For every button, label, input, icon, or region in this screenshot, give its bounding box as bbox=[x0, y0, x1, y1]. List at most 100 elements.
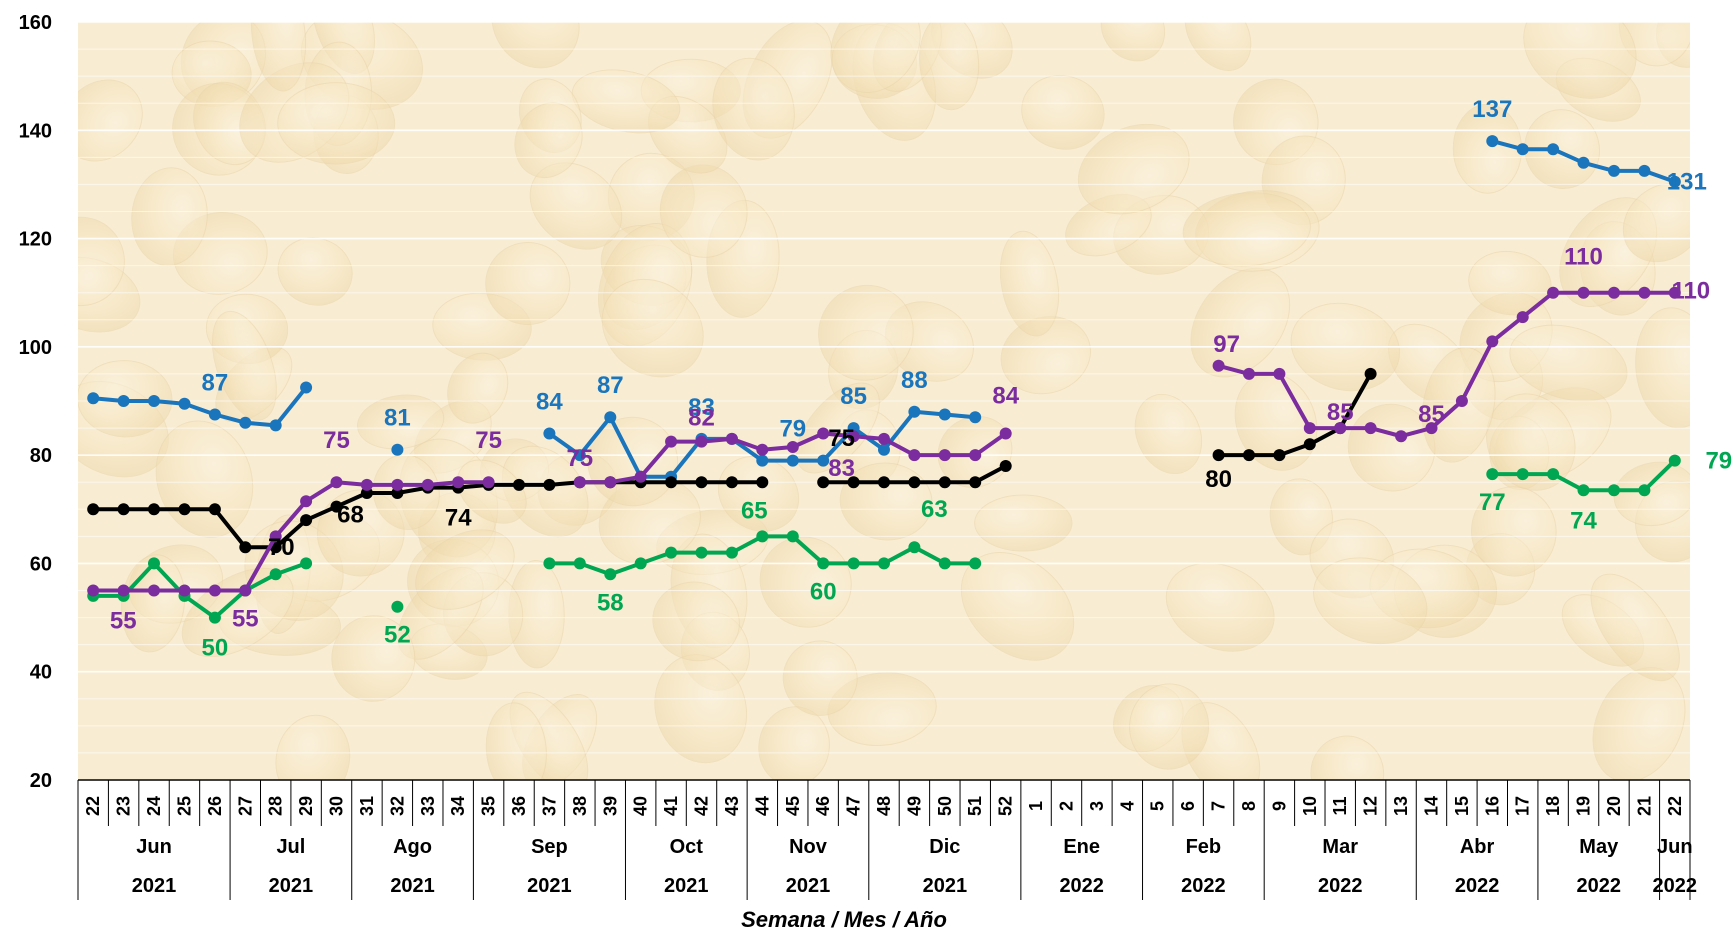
data-label: 97 bbox=[1213, 331, 1240, 358]
data-point bbox=[878, 443, 890, 456]
data-point bbox=[1608, 484, 1620, 497]
x-tick-week: 29 bbox=[296, 796, 316, 816]
data-point bbox=[1212, 449, 1225, 462]
data-point bbox=[1668, 454, 1681, 467]
data-label: 60 bbox=[810, 578, 837, 605]
data-point bbox=[847, 557, 860, 570]
x-tick-week: 5 bbox=[1148, 801, 1168, 811]
x-tick-week: 47 bbox=[844, 796, 864, 816]
corn-kernel bbox=[447, 352, 509, 424]
data-point bbox=[148, 584, 160, 597]
x-year-label: 2022 bbox=[1577, 875, 1622, 897]
data-point bbox=[543, 478, 556, 491]
data-point bbox=[604, 411, 617, 424]
data-point bbox=[1334, 422, 1347, 435]
data-point bbox=[786, 441, 799, 453]
x-month-label: Dic bbox=[929, 836, 960, 858]
data-point bbox=[239, 416, 252, 429]
data-point bbox=[330, 500, 343, 513]
x-tick-week: 22 bbox=[83, 796, 103, 816]
data-point bbox=[269, 568, 282, 581]
data-point bbox=[756, 530, 769, 543]
data-point bbox=[725, 476, 738, 489]
data-point bbox=[817, 427, 830, 440]
x-tick-week: 26 bbox=[205, 796, 225, 816]
x-axis: 22 23 24 25 26 27 28 29 30 31 32 33 34 35 36 37 38 39 40 41… bbox=[77, 779, 1698, 900]
data-point bbox=[908, 405, 921, 418]
data-point bbox=[300, 495, 313, 508]
top-mask bbox=[0, 0, 1734, 22]
x-year-label: 2022 bbox=[1181, 875, 1226, 897]
data-label: 52 bbox=[384, 622, 411, 649]
x-tick-week: 40 bbox=[631, 796, 651, 816]
x-tick-week: 37 bbox=[539, 796, 559, 816]
x-tick-week: 52 bbox=[996, 796, 1016, 816]
data-point bbox=[543, 427, 556, 440]
right-mask bbox=[1690, 0, 1734, 780]
data-point bbox=[817, 476, 830, 489]
data-point bbox=[756, 443, 769, 456]
data-label: 110 bbox=[1564, 244, 1603, 271]
data-point bbox=[665, 435, 678, 448]
data-point bbox=[786, 530, 799, 543]
data-point bbox=[269, 419, 282, 432]
x-tick-week: 7 bbox=[1209, 801, 1229, 811]
data-point bbox=[665, 546, 678, 559]
data-label: 75 bbox=[566, 445, 593, 472]
data-label: 65 bbox=[741, 497, 768, 524]
x-tick-week: 18 bbox=[1543, 796, 1563, 816]
data-point bbox=[421, 478, 434, 491]
data-point bbox=[1243, 367, 1255, 380]
data-point bbox=[300, 557, 313, 570]
data-point bbox=[87, 584, 100, 597]
data-point bbox=[969, 411, 982, 424]
x-year-label: 2021 bbox=[786, 875, 831, 897]
x-tick-week: 49 bbox=[904, 796, 924, 816]
data-point bbox=[117, 395, 130, 407]
data-label: 131 bbox=[1667, 169, 1707, 196]
data-label: 87 bbox=[202, 370, 229, 397]
data-label: 79 bbox=[779, 416, 806, 443]
x-tick-week: 50 bbox=[935, 796, 955, 816]
data-label: 63 bbox=[921, 496, 948, 523]
data-point bbox=[391, 600, 404, 613]
data-point bbox=[1486, 335, 1499, 348]
x-tick-week: 42 bbox=[692, 796, 712, 816]
x-tick-week: 43 bbox=[722, 796, 742, 816]
data-point bbox=[1577, 286, 1590, 299]
data-point bbox=[1638, 484, 1651, 497]
x-tick-week: 22 bbox=[1665, 796, 1685, 816]
data-point bbox=[665, 476, 678, 489]
data-point bbox=[1608, 164, 1620, 177]
corn-kernel bbox=[212, 310, 277, 421]
data-point bbox=[1608, 286, 1620, 299]
data-point bbox=[178, 397, 191, 410]
data-point bbox=[178, 503, 191, 516]
data-point bbox=[1486, 135, 1499, 148]
data-point bbox=[604, 476, 617, 489]
corn-kernel bbox=[712, 57, 795, 161]
x-month-label: Nov bbox=[789, 836, 828, 858]
x-year-label: 2021 bbox=[664, 875, 709, 897]
corn-kernel bbox=[456, 459, 527, 524]
x-year-label: 2022 bbox=[1653, 875, 1698, 897]
data-point bbox=[1516, 468, 1529, 481]
x-tick-week: 6 bbox=[1178, 801, 1198, 811]
y-tick-label: 100 bbox=[19, 337, 52, 359]
x-tick-week: 45 bbox=[783, 796, 803, 816]
x-month-label: Ene bbox=[1063, 836, 1100, 858]
data-label: 80 bbox=[1205, 466, 1232, 493]
x-year-label: 2022 bbox=[1318, 875, 1363, 897]
x-tick-week: 44 bbox=[752, 796, 772, 816]
data-point bbox=[725, 432, 738, 445]
x-year-label: 2021 bbox=[527, 875, 572, 897]
data-label: 79 bbox=[1705, 448, 1732, 475]
x-tick-week: 14 bbox=[1422, 796, 1442, 816]
data-point bbox=[148, 503, 160, 516]
x-year-label: 2022 bbox=[1455, 875, 1500, 897]
x-month-label: Jun bbox=[136, 836, 172, 858]
x-tick-week: 1 bbox=[1026, 801, 1046, 811]
data-point bbox=[969, 449, 982, 462]
data-point bbox=[117, 503, 130, 516]
data-label: 75 bbox=[323, 427, 350, 454]
